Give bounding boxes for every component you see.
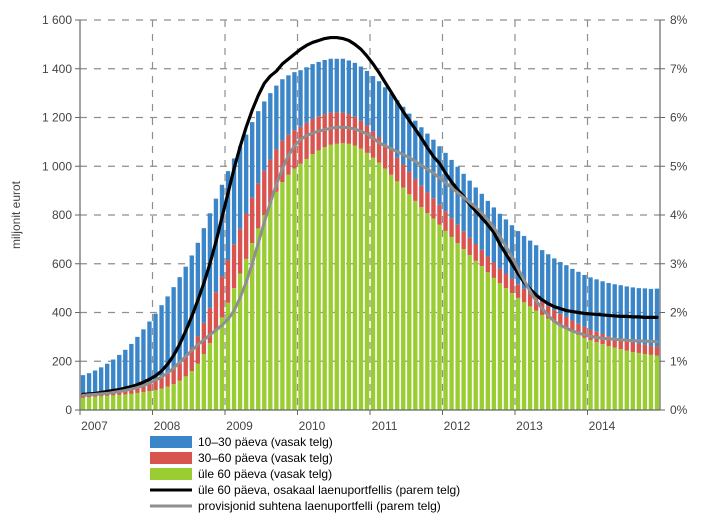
x-tick-label: 2012	[444, 419, 471, 433]
x-tick-label: 2011	[372, 419, 398, 433]
y1-tick-label: 0	[65, 403, 72, 417]
legend-label: 10–30 päeva (vasak telg)	[198, 435, 333, 449]
chart-svg: 0 200 400 600 800 1 000 1 200 1 400 1 600 miljoni…	[0, 0, 720, 522]
y1-tick-label: 1 200	[42, 111, 72, 125]
x-tick-label: 2013	[516, 419, 543, 433]
chart-container: 0 200 400 600 800 1 000 1 200 1 400 1 600 miljoni…	[0, 0, 720, 522]
legend-swatch	[150, 436, 192, 448]
y1-tick-label: 400	[52, 306, 72, 320]
legend-swatch	[150, 468, 192, 480]
y1-tick-label: 1 600	[42, 13, 72, 27]
x-tick-label: 2008	[154, 419, 181, 433]
legend-swatch	[150, 452, 192, 464]
x-tick-label: 2009	[226, 419, 253, 433]
y1-axis-title: miljonit eurot	[9, 180, 23, 249]
y1-tick-label: 800	[52, 208, 72, 222]
y2-tick-label: 4%	[670, 208, 688, 222]
y2-tick-label: 6%	[670, 111, 688, 125]
y1-tick-label: 1 000	[42, 159, 72, 173]
x-tick-label: 2010	[299, 419, 326, 433]
y2-tick-label: 7%	[670, 62, 688, 76]
y2-tick-label: 3%	[670, 257, 688, 271]
legend-label: üle 60 päeva (vasak telg)	[198, 467, 332, 481]
legend-label: provisjonid suhtena laenuportfelli (pare…	[198, 499, 441, 513]
y2-tick-label: 5%	[670, 159, 688, 173]
y2-tick-label: 2%	[670, 306, 688, 320]
y2-tick-label: 8%	[670, 13, 688, 27]
y1-tick-label: 200	[52, 354, 72, 368]
x-tick-label: 2007	[81, 419, 108, 433]
y2-tick-label: 1%	[670, 354, 688, 368]
legend-label: üle 60 päeva, osakaal laenuportfellis (p…	[198, 483, 460, 497]
y1-tick-label: 600	[52, 257, 72, 271]
y2-tick-label: 0%	[670, 403, 688, 417]
x-tick-label: 2014	[589, 419, 616, 433]
y1-tick-label: 1 400	[42, 62, 72, 76]
legend-label: 30–60 päeva (vasak telg)	[198, 451, 333, 465]
